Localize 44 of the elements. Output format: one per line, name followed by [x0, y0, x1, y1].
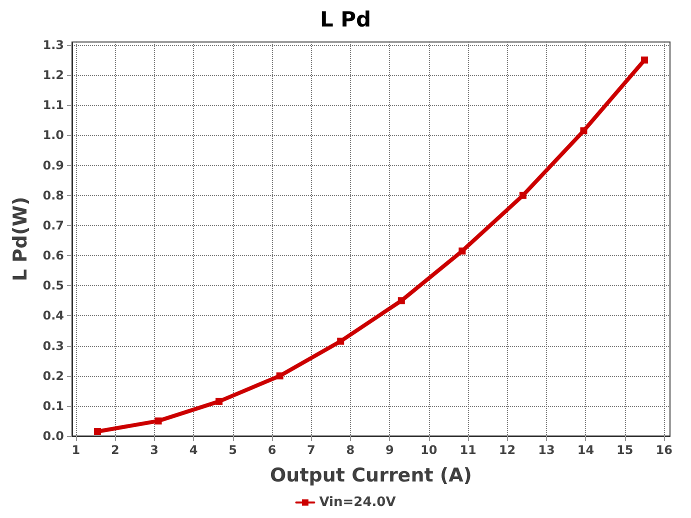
point: [94, 428, 101, 435]
y-tick-label: 1.1: [42, 98, 64, 112]
y-tick-label: 0.4: [42, 308, 64, 323]
x-tick-label: 4: [189, 443, 198, 457]
x-tick-label: 2: [110, 443, 120, 457]
y-tick-label: 0.3: [42, 338, 64, 353]
x-tick-label: 13: [538, 443, 555, 457]
x-tick-label: 3: [150, 443, 159, 457]
chart-title: L Pd: [320, 8, 372, 32]
x-tick-label: 8: [346, 443, 355, 457]
x-axis-title: Output Current (A): [270, 464, 472, 486]
y-tick-label: 0.5: [42, 278, 64, 293]
x-tick-label: 9: [385, 443, 394, 457]
point: [337, 338, 344, 345]
point: [519, 192, 526, 199]
point: [398, 297, 405, 304]
point: [641, 56, 648, 64]
x-tick-label: 12: [498, 443, 516, 457]
x-tick-label: 10: [420, 443, 438, 457]
x-tick-label: 6: [268, 443, 276, 457]
point: [580, 127, 588, 134]
y-tick-label: 0.9: [42, 158, 64, 172]
point: [216, 398, 223, 405]
y-tick-label: 0.6: [42, 248, 64, 263]
point: [276, 372, 284, 380]
legend-label: Vin=24.0V: [319, 495, 396, 510]
x-tick-label: 1: [72, 443, 80, 457]
x-tick-label: 11: [460, 443, 476, 457]
y-axis-title: L Pd(W): [10, 196, 32, 282]
y-tick-label: 1.2: [42, 68, 64, 82]
x-tick-label: 16: [656, 443, 672, 457]
x-tick-label: 14: [577, 443, 594, 457]
y-tick-label: 0.0: [42, 429, 64, 443]
y-tick-label: 0.7: [42, 218, 64, 232]
y-tick-label: 0.8: [42, 188, 64, 202]
y-tick-label: 1.0: [42, 128, 64, 142]
x-tick-label: 15: [616, 443, 634, 457]
point: [458, 248, 466, 255]
y-tick-label: 1.3: [42, 38, 64, 52]
y-tick-label: 0.1: [42, 398, 64, 413]
y-tick-label: 0.2: [42, 368, 64, 383]
x-tick-label: 5: [228, 443, 237, 457]
point: [154, 417, 162, 424]
x-tick-label: 7: [307, 443, 316, 457]
